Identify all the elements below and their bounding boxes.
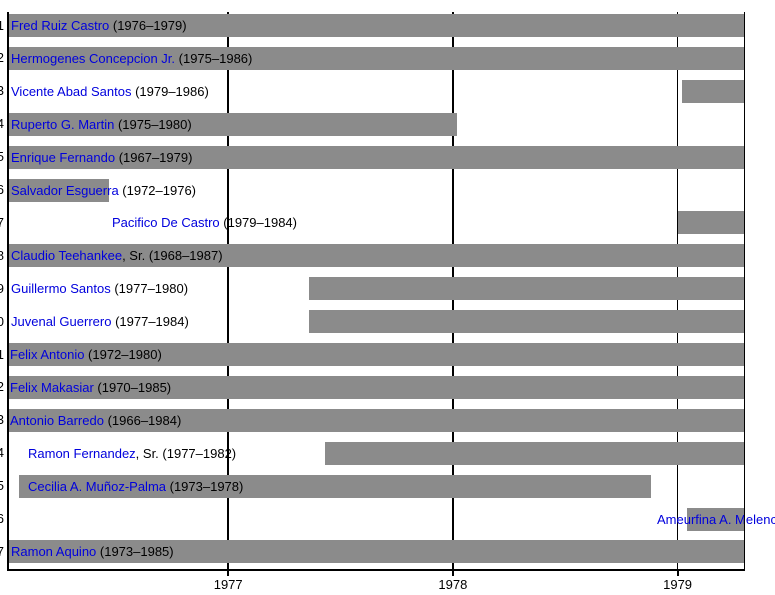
justice-years: (1975–1986): [175, 50, 253, 66]
tenure-bar: [309, 277, 745, 301]
y-tick-label: 14: [0, 445, 4, 461]
justice-label: Vicente Abad Santos (1979–1986): [11, 83, 209, 100]
justice-label: Pacifico De Castro (1979–1984): [112, 214, 297, 231]
justice-label: Enrique Fernando (1967–1979): [11, 149, 192, 166]
tenure-bar: [8, 408, 745, 432]
y-tick-label: 3: [0, 83, 4, 99]
justice-name: Felix Antonio: [10, 347, 85, 362]
justice-years: (1967–1979): [115, 149, 193, 165]
justice-name: Cecilia A. Muñoz-Palma: [28, 478, 166, 494]
justice-years: (1972–1976): [118, 182, 197, 198]
tenure-bar: [8, 375, 745, 399]
y-tick-label: 5: [0, 149, 4, 165]
justice-name: Salvador Esguerra: [11, 182, 119, 198]
y-tick-label: 2: [0, 50, 4, 66]
tenure-bar: [324, 441, 745, 465]
y-tick-label: 7: [0, 214, 4, 230]
y-tick-label: 9: [0, 280, 4, 296]
tenure-bar: [8, 46, 745, 70]
tenure-bar: [8, 178, 110, 202]
justice-label: Guillermo Santos (1977–1980): [11, 280, 188, 297]
y-tick-label: 11: [0, 346, 4, 362]
tenure-bar: [682, 79, 745, 103]
justice-label: Ruperto G. Martin (1975–1980): [11, 116, 192, 133]
x-tick-label: 1977: [213, 577, 243, 592]
justice-name: Hermogenes Concepcion Jr.: [11, 50, 176, 66]
justice-years: (1973–1985): [96, 544, 174, 560]
justice-name: Ramon Fernandez: [28, 445, 136, 461]
justice-years: (1973–1978): [166, 478, 244, 494]
y-axis-line: [7, 12, 9, 570]
x-tick-label: 1978: [438, 577, 468, 592]
x-tick-mark: [676, 570, 679, 576]
tenure-bar: [19, 474, 651, 498]
justice-label: Felix Antonio (1972–1980): [10, 346, 162, 363]
tenure-bar: [8, 244, 745, 268]
justice-years: (1979–1984): [219, 215, 297, 231]
x-tick-label: 1979: [663, 577, 693, 592]
y-tick-label: 15: [0, 478, 4, 494]
justice-name: Guillermo Santos: [11, 281, 111, 297]
tenure-bar: [309, 310, 745, 334]
tenure-bar: [8, 145, 745, 169]
justice-label: Fred Ruiz Castro (1976–1979): [11, 17, 187, 34]
y-tick-label: 17: [0, 543, 4, 559]
justice-name: Enrique Fernando: [11, 149, 116, 165]
tenure-bar: [8, 112, 458, 136]
y-tick-label: 10: [0, 313, 4, 329]
tenure-bar: [677, 211, 745, 235]
justice-name: Felix Makasiar: [10, 379, 94, 395]
y-tick-label: 12: [0, 379, 4, 395]
justice-years: (1966–1984): [103, 412, 182, 428]
justice-label: Ramon Fernandez, Sr. (1977–1982): [28, 445, 236, 462]
justice-name: Pacifico De Castro: [112, 215, 220, 231]
x-tick-mark: [451, 570, 454, 576]
year-gridline: [227, 12, 229, 570]
justice-suffix: , Sr.: [135, 445, 159, 461]
justice-years: (1970–1985): [93, 379, 172, 395]
justice-label: Claudio Teehankee, Sr. (1968–1987): [11, 247, 223, 264]
justice-name: Claudio Teehankee: [11, 248, 123, 264]
justice-label: Juvenal Guerrero (1977–1984): [11, 313, 189, 330]
justice-label: Ramon Aquino (1973–1985): [11, 543, 174, 560]
justice-label: Felix Makasiar (1970–1985): [10, 379, 171, 396]
x-tick-mark: [227, 570, 230, 576]
tenure-bar: [8, 343, 745, 366]
x-axis-line: [7, 569, 745, 571]
justice-name: Fred Ruiz Castro: [11, 18, 110, 33]
justice-name: Juvenal Guerrero: [11, 314, 112, 330]
justice-years: (1977–1984): [111, 314, 189, 330]
justice-label: Antonio Barredo (1966–1984): [10, 412, 181, 429]
tenure-bar: [8, 540, 745, 564]
justice-years: (1977–1980): [110, 281, 189, 297]
justice-suffix: , Sr.: [122, 248, 146, 264]
y-tick-label: 4: [0, 116, 4, 132]
justice-years: (1975–1980): [114, 116, 192, 132]
justice-years: (1979–1986): [131, 83, 209, 99]
justice-label: Ameurfina A. Melenc: [657, 511, 775, 528]
y-tick-label: 16: [0, 511, 4, 526]
justice-label: Hermogenes Concepcion Jr. (1975–1986): [11, 50, 252, 67]
y-tick-label: 1: [0, 17, 4, 33]
justice-name: Vicente Abad Santos: [11, 83, 132, 99]
tenure-bar: [686, 507, 745, 531]
right-border-line: [743, 12, 745, 570]
y-tick-label: 13: [0, 412, 4, 428]
justice-name: Ramon Aquino: [11, 544, 97, 560]
y-tick-label: 6: [0, 182, 4, 197]
justice-years: (1976–1979): [109, 18, 187, 33]
justice-label: Salvador Esguerra (1972–1976): [11, 182, 196, 199]
justice-name: Antonio Barredo: [10, 412, 104, 428]
y-tick-label: 8: [0, 247, 4, 263]
tenure-bar: [8, 14, 745, 37]
justice-years: (1977–1982): [158, 445, 237, 461]
justice-name: Ruperto G. Martin: [11, 116, 115, 132]
justice-years: (1968–1987): [145, 248, 223, 264]
justice-name: Ameurfina A. Melenc: [657, 511, 775, 527]
justice-label: Cecilia A. Muñoz-Palma (1973–1978): [28, 478, 243, 495]
justice-years: (1972–1980): [84, 347, 162, 362]
